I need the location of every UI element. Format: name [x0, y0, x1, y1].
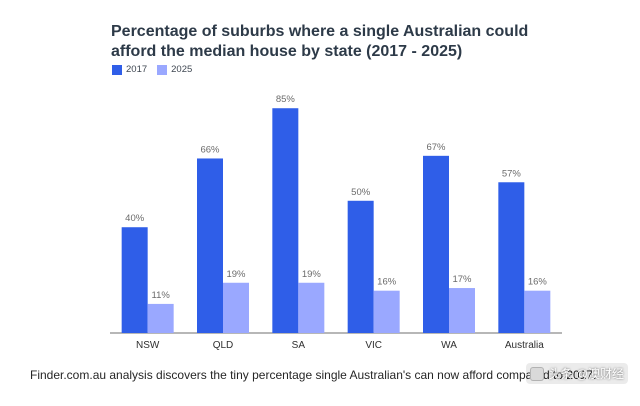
bar-nsw-2025: [147, 303, 174, 333]
legend-swatch-2025: [157, 64, 168, 75]
x-tick-label-vic: VIC: [365, 340, 382, 351]
chart-legend: 2017 2025: [112, 64, 192, 75]
legend-label-2017: 2017: [126, 64, 148, 75]
legend-item-2017: 2017: [112, 64, 147, 75]
data-label-qld-2017: 66%: [200, 144, 220, 155]
bar-vic-2025: [373, 290, 400, 333]
x-tick-label-nsw: NSW: [136, 340, 160, 351]
legend-item-2025: 2025: [157, 64, 192, 75]
data-label-qld-2025: 19%: [226, 269, 246, 280]
bar-wa-2025: [449, 288, 475, 333]
bar-sa-2017: [272, 108, 299, 333]
data-label-sa-2025: 19%: [302, 269, 322, 280]
x-tick-label-australia: Australia: [505, 340, 544, 351]
data-label-vic-2025: 16%: [377, 277, 397, 288]
data-label-wa-2025: 17%: [452, 274, 472, 285]
bar-australia-2025: [524, 290, 551, 333]
chart-card: Percentage of suburbs where a single Aus…: [110, 22, 581, 351]
chart-title: Percentage of suburbs where a single Aus…: [111, 22, 581, 62]
x-tick-label-sa: SA: [292, 340, 306, 351]
data-label-australia-2017: 57%: [502, 168, 522, 179]
bar-chart: 40% 11% NSW 66% 19% QLD 85% 19% SA 50% 16% VIC 67% 17…: [110, 94, 562, 351]
watermark: 头条 @澳财经: [526, 363, 628, 384]
chart-title-line-1: Percentage of suburbs where a single Aus…: [111, 23, 529, 40]
data-label-vic-2017: 50%: [351, 187, 371, 198]
bar-qld-2025: [223, 282, 249, 333]
chart-title-line-2: afford the median house by state (2017 -…: [111, 43, 463, 60]
data-label-nsw-2017: 40%: [125, 213, 145, 224]
legend-label-2025: 2025: [171, 64, 193, 75]
bar-nsw-2017: [121, 227, 148, 333]
data-label-australia-2025: 16%: [528, 277, 548, 288]
bar-vic-2017: [347, 200, 374, 333]
chart-caption: Finder.com.au analysis discovers the tin…: [30, 368, 597, 382]
x-tick-label-qld: QLD: [213, 340, 234, 351]
data-label-nsw-2025: 11%: [152, 290, 171, 301]
x-tick-label-wa: WA: [441, 340, 457, 351]
watermark-logo-icon: [530, 366, 545, 381]
data-label-sa-2017: 85%: [276, 94, 296, 105]
data-label-wa-2017: 67%: [426, 142, 446, 153]
watermark-text: 头条 @澳财经: [548, 367, 624, 381]
bar-qld-2017: [197, 158, 223, 333]
bar-sa-2025: [298, 282, 325, 333]
bar-wa-2017: [423, 155, 449, 333]
bar-australia-2017: [498, 182, 525, 333]
legend-swatch-2017: [112, 64, 122, 75]
